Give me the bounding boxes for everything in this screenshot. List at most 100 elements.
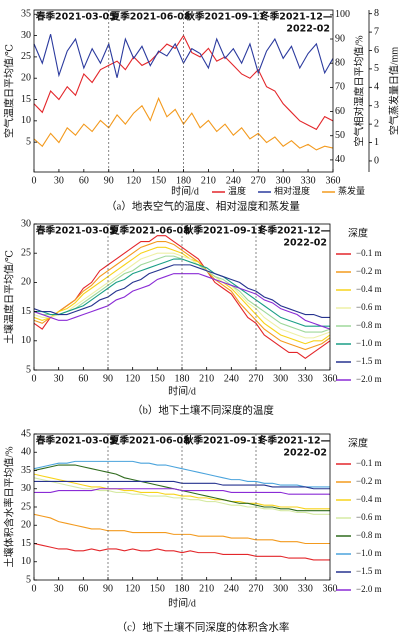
y2-tick-label: 50	[335, 130, 345, 141]
series-line	[33, 96, 334, 151]
legend-label: −1.0 m	[356, 338, 382, 348]
y2-tick-label: 70	[335, 82, 345, 93]
y3-tick-label: 1	[374, 137, 379, 148]
y3-tick-label: 8	[374, 8, 379, 19]
caption: （a）地表空气的温度、相对湿度和蒸发量	[106, 199, 300, 212]
series-line	[33, 542, 330, 561]
x-tick-label: 30	[54, 583, 64, 594]
legend-label: 温度	[228, 185, 246, 196]
y2-tick-label: 90	[335, 33, 345, 44]
y-tick-label: 20	[21, 73, 31, 84]
y2-axis-label: 空气相对湿度日平均值/%	[352, 35, 365, 146]
y3-tick-label: 5	[374, 63, 379, 74]
x-tick-label: 30	[54, 175, 64, 186]
y-axis-label: 土壤体积含水率日平均值/%	[2, 446, 15, 567]
legend-label: −0.6 m	[356, 512, 382, 522]
season-label: 春季2021-03-05	[35, 435, 116, 447]
legend-label: −0.6 m	[356, 302, 382, 312]
y-tick-label: 35	[21, 9, 31, 20]
season-label: 秋季2021-09-11	[183, 225, 264, 237]
y-axis-label: 土壤温度日平均值/℃	[2, 250, 15, 344]
x-tick-label: 300	[273, 373, 288, 384]
season-label: 夏季2021-06-08	[109, 225, 190, 237]
series-line	[33, 477, 330, 515]
x-tick-label: 120	[125, 583, 140, 594]
y-tick-label: 15	[21, 538, 31, 549]
legend-label: −0.2 m	[356, 476, 382, 486]
x-tick-label: 360	[323, 373, 338, 384]
y3-tick-label: 4	[374, 82, 379, 93]
series-line	[33, 235, 331, 359]
y-tick-label: 10	[21, 115, 31, 126]
legend-label: −0.8 m	[356, 530, 382, 540]
x-tick-label: 210	[201, 175, 216, 186]
y2-tick-label: 40	[335, 154, 345, 165]
y-tick-label: 5	[26, 136, 31, 147]
legend-label: −0.2 m	[356, 266, 382, 276]
y3-tick-label: 0	[374, 155, 379, 166]
x-tick-label: 0	[32, 583, 37, 594]
x-tick-label: 330	[298, 583, 313, 594]
season-label: 2022-02	[283, 448, 327, 459]
x-tick-label: 150	[150, 583, 165, 594]
season-label: 冬季2021-12—	[258, 225, 330, 237]
x-axis-label: 时间/d	[168, 596, 196, 609]
y-tick-label: 25	[21, 247, 31, 258]
legend-title: 深度	[348, 436, 368, 449]
y-tick-label: 15	[21, 306, 31, 317]
x-tick-label: 300	[276, 175, 291, 186]
x-tick-label: 270	[251, 175, 266, 186]
x-tick-label: 90	[104, 175, 114, 186]
y3-tick-label: 7	[374, 26, 379, 37]
legend-label: −1.5 m	[356, 566, 382, 576]
x-tick-label: 0	[32, 373, 37, 384]
y-tick-label: 15	[21, 94, 31, 105]
y3-tick-label: 2	[374, 118, 379, 129]
x-tick-label: 240	[226, 175, 241, 186]
x-tick-label: 360	[323, 583, 338, 594]
x-axis-label: 时间/d	[171, 184, 199, 197]
y-tick-label: 20	[21, 277, 31, 288]
y3-tick-label: 6	[374, 45, 379, 56]
x-tick-label: 180	[175, 373, 190, 384]
legend-label: 蒸发量	[338, 185, 365, 196]
legend-label: −0.4 m	[356, 494, 382, 504]
y3-axis-label: 空气蒸发量日值/mm	[387, 47, 400, 136]
y-tick-label: 45	[21, 428, 31, 439]
season-label: 2022-02	[283, 238, 327, 249]
series-line	[34, 258, 330, 327]
caption: （c）地下土壤不同深度的体积含水率	[117, 620, 290, 633]
x-tick-label: 180	[175, 583, 190, 594]
legend-label: −2.0 m	[356, 374, 382, 384]
y-tick-label: 10	[21, 556, 31, 567]
season-label: 秋季2021-09-11	[183, 435, 264, 447]
y-tick-label: 25	[21, 51, 31, 62]
caption: （b）地下土壤不同深度的温度	[132, 403, 274, 416]
x-tick-label: 300	[273, 583, 288, 594]
season-label: 夏季2021-06-08	[110, 11, 191, 23]
y-tick-label: 5	[26, 574, 31, 585]
x-tick-label: 150	[151, 175, 166, 186]
season-label: 秋季2021-09-11	[185, 11, 266, 23]
season-label: 春季2021-03-05	[35, 11, 116, 23]
y-tick-label: 25	[21, 501, 31, 512]
x-tick-label: 330	[298, 373, 313, 384]
x-tick-label: 210	[199, 583, 214, 594]
series-line	[33, 240, 331, 351]
y2-tick-label: 60	[335, 106, 345, 117]
season-label: 冬季2021-12—	[260, 11, 332, 23]
x-tick-label: 90	[103, 373, 113, 384]
x-tick-label: 330	[301, 175, 316, 186]
legend-label: −1.0 m	[356, 548, 382, 558]
season-label: 2022-02	[286, 24, 330, 35]
season-label: 春季2021-03-05	[35, 225, 116, 237]
x-tick-label: 180	[176, 175, 191, 186]
y-axis-label: 空气温度日平均值/℃	[2, 44, 15, 138]
x-tick-label: 360	[326, 175, 341, 186]
season-label: 夏季2021-06-08	[109, 435, 190, 447]
x-tick-label: 270	[249, 373, 264, 384]
y-tick-label: 10	[21, 335, 31, 346]
x-tick-label: 270	[249, 583, 264, 594]
x-tick-label: 210	[199, 373, 214, 384]
x-tick-label: 240	[224, 373, 239, 384]
